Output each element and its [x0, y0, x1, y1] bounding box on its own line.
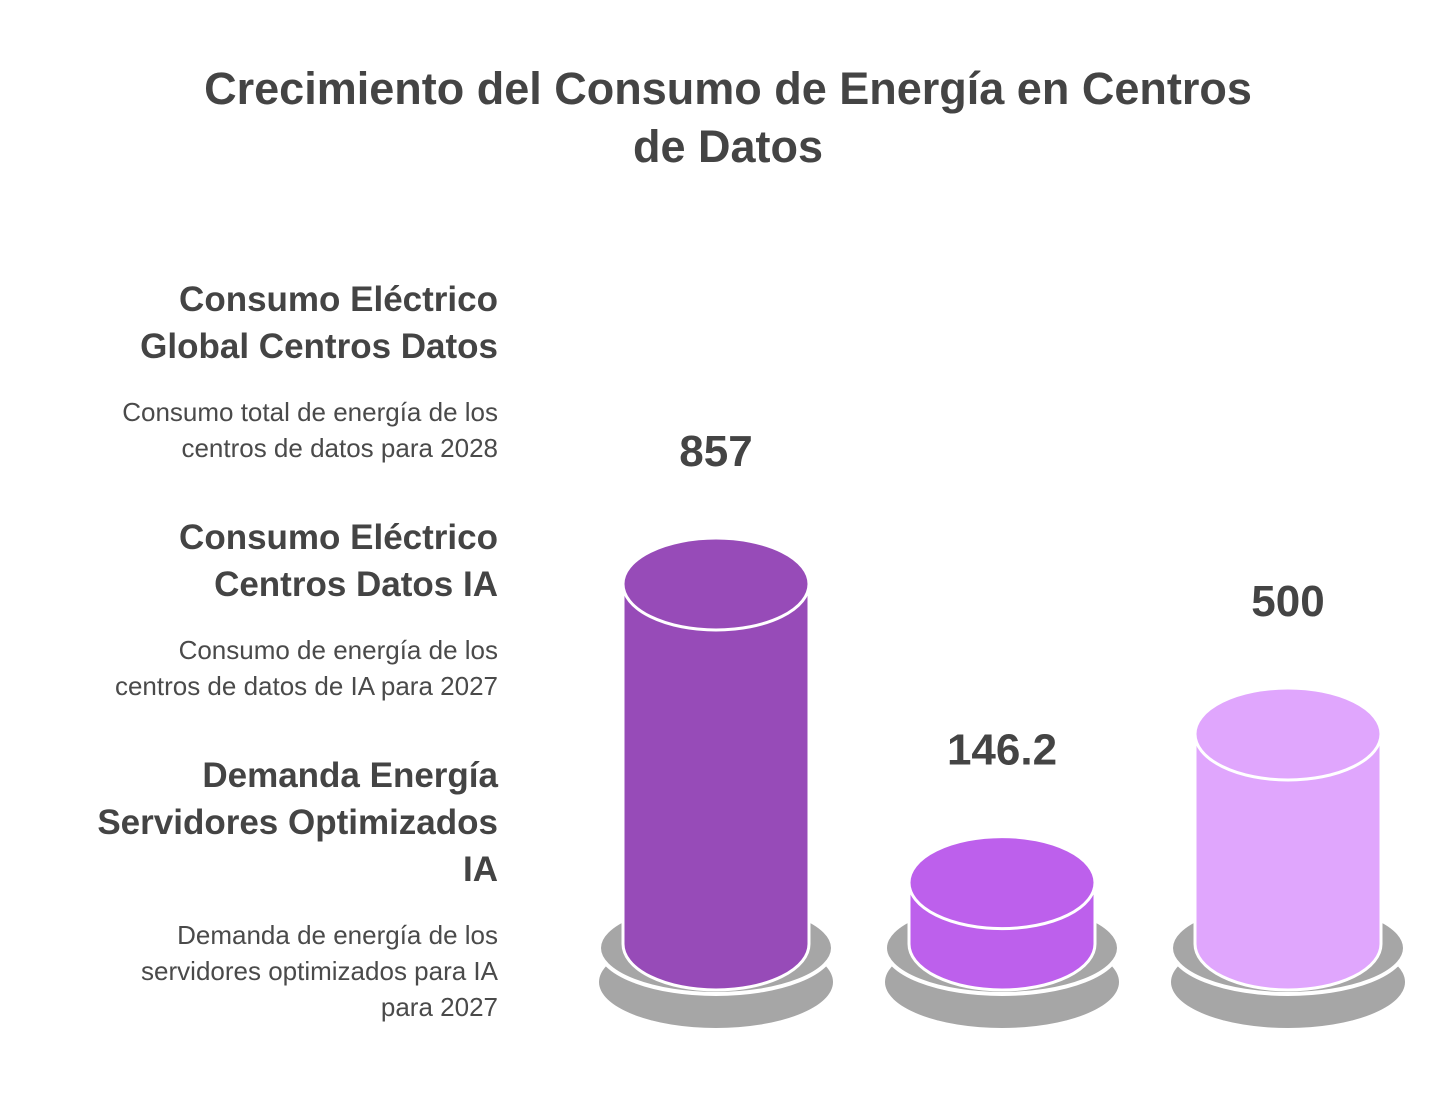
data-label: 146.2	[947, 726, 1057, 775]
chart-title: Crecimiento del Consumo de Energía en Ce…	[0, 60, 1456, 176]
chart-title-line-2: de Datos	[632, 121, 824, 172]
legend-item-global: Consumo Eléctrico Global Centros Datos C…	[0, 276, 498, 466]
legend-description-line: servidores optimizados para IA	[141, 956, 498, 986]
legend-description: Consumo de energía de los centros de dat…	[0, 632, 498, 704]
bar-top	[907, 835, 1097, 931]
legend-heading-line: Consumo Eléctrico	[179, 518, 498, 557]
legend-description-line: centros de datos para 2028	[181, 433, 498, 463]
legend-heading: Consumo Eléctrico Centros Datos IA	[0, 514, 498, 608]
bar	[621, 582, 811, 992]
legend-item-ia: Consumo Eléctrico Centros Datos IA Consu…	[0, 514, 498, 704]
data-label: 500	[1251, 577, 1324, 626]
bar-top	[1193, 686, 1383, 782]
legend-description-line: Consumo de energía de los	[178, 635, 498, 665]
legend-description-line: centros de datos de IA para 2027	[114, 671, 498, 701]
bar-top	[621, 536, 811, 632]
legend-heading-line: Global Centros Datos	[140, 327, 498, 366]
legend-description-line: para 2027	[380, 992, 498, 1022]
legend-description-line: Demanda de energía de los	[177, 920, 498, 950]
bar	[1193, 732, 1383, 992]
legend-description: Demanda de energía de los servidores opt…	[0, 917, 498, 1025]
legend-heading: Demanda Energía Servidores Optimizados I…	[0, 752, 498, 893]
legend-description: Consumo total de energía de los centros …	[0, 394, 498, 466]
legend-heading-line: Demanda Energía	[202, 756, 498, 795]
legend-heading: Consumo Eléctrico Global Centros Datos	[0, 276, 498, 370]
chart-title-line-1: Crecimiento del Consumo de Energía en Ce…	[204, 63, 1252, 114]
legend-heading-line: Centros Datos IA	[214, 565, 498, 604]
legend-description-line: Consumo total de energía de los	[122, 397, 498, 427]
legend-heading-line: Servidores Optimizados	[97, 803, 498, 842]
legend-item-servidores: Demanda Energía Servidores Optimizados I…	[0, 752, 498, 1025]
data-label: 857	[679, 427, 752, 476]
legend-heading-line: Consumo Eléctrico	[179, 280, 498, 319]
legend-heading-line: IA	[463, 850, 498, 889]
